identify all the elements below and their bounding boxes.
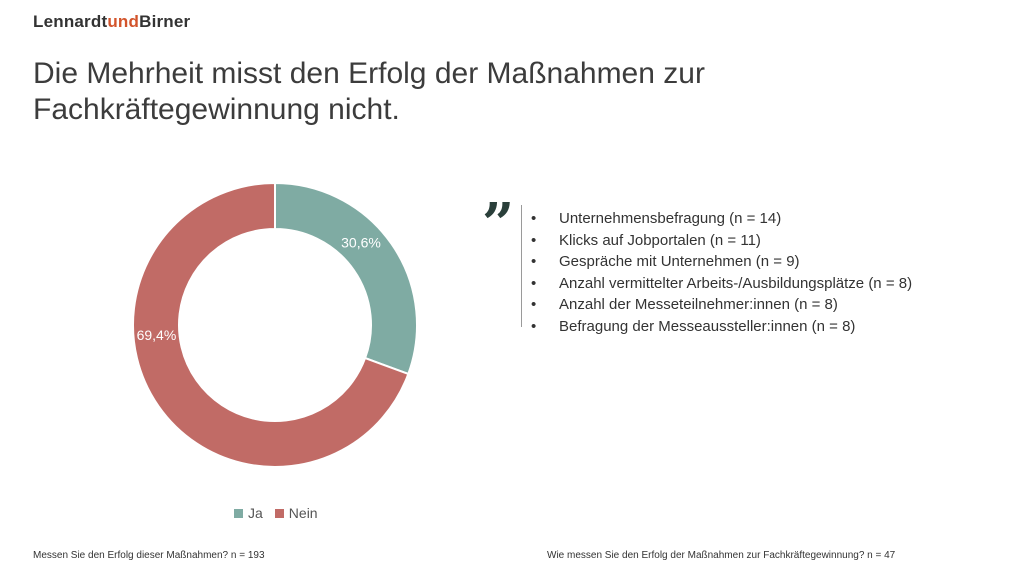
- list-item: • Unternehmensbefragung (n = 14): [531, 208, 912, 230]
- list-item-text: Unternehmensbefragung (n = 14): [559, 210, 782, 227]
- donut-chart: 30,6% 69,4%: [132, 181, 418, 468]
- list-item-text: Anzahl vermittelter Arbeits-/Ausbildungs…: [559, 274, 913, 292]
- bullet-icon: •: [531, 296, 537, 314]
- legend-swatch-ja: [234, 508, 243, 518]
- bullet-icon: •: [531, 317, 537, 335]
- legend-item-ja: Ja: [234, 505, 263, 521]
- legend-label-ja: Ja: [248, 505, 263, 521]
- quote-divider: [521, 205, 522, 327]
- logo-text-lennardt: Lennardt: [33, 12, 108, 31]
- quote-mark-icon: ”: [482, 191, 515, 257]
- logo-text-birner: Birner: [139, 12, 191, 31]
- list-item: • Klicks auf Jobportalen (n = 11): [531, 230, 912, 252]
- legend-swatch-nein: [274, 508, 284, 518]
- logo-text-und: und: [107, 12, 140, 31]
- footnote-donut-question: Messen Sie den Erfolg dieser Maßnahmen? …: [33, 550, 265, 561]
- bullet-icon: •: [531, 253, 537, 271]
- list-item: • Anzahl vermittelter Arbeits-/Ausbildung…: [531, 273, 912, 295]
- donut-slice-ja: [274, 181, 418, 376]
- list-item: • Anzahl der Messeteilnehmer:innen (n = 8…: [531, 294, 912, 316]
- list-item-text: Klicks auf Jobportalen (n = 11): [559, 231, 761, 249]
- list-item-text: Befragung der Messeaussteller:innen (n =…: [559, 317, 856, 335]
- data-label-nein: 69,4%: [137, 327, 177, 343]
- legend-item-nein: Nein: [274, 505, 318, 521]
- footnote-methods-question: Wie messen Sie den Erfolg der Maßnahmen …: [547, 550, 896, 561]
- bullet-icon: •: [531, 274, 537, 292]
- slide-headline: Die Mehrheit misst den Erfolg der Maßnah…: [33, 57, 705, 126]
- list-item: • Gespräche mit Unternehmen (n = 9): [531, 251, 912, 273]
- list-item-text: Gespräche mit Unternehmen (n = 9): [559, 253, 800, 271]
- legend-label-nein: Nein: [288, 505, 318, 521]
- company-logo: LennardtundBirner: [33, 12, 190, 32]
- bullet-icon: •: [531, 210, 537, 227]
- measurement-methods-list: • Unternehmensbefragung (n = 14) • Klicks …: [531, 208, 912, 338]
- bullet-icon: •: [531, 231, 537, 249]
- chart-legend: Ja Nein: [234, 505, 318, 521]
- list-item-text: Anzahl der Messeteilnehmer:innen (n = 8): [559, 296, 838, 314]
- list-item: • Befragung der Messeaussteller:innen (n …: [531, 316, 912, 338]
- donut-slice-nein: [132, 181, 410, 468]
- data-label-ja: 30,6%: [341, 235, 381, 251]
